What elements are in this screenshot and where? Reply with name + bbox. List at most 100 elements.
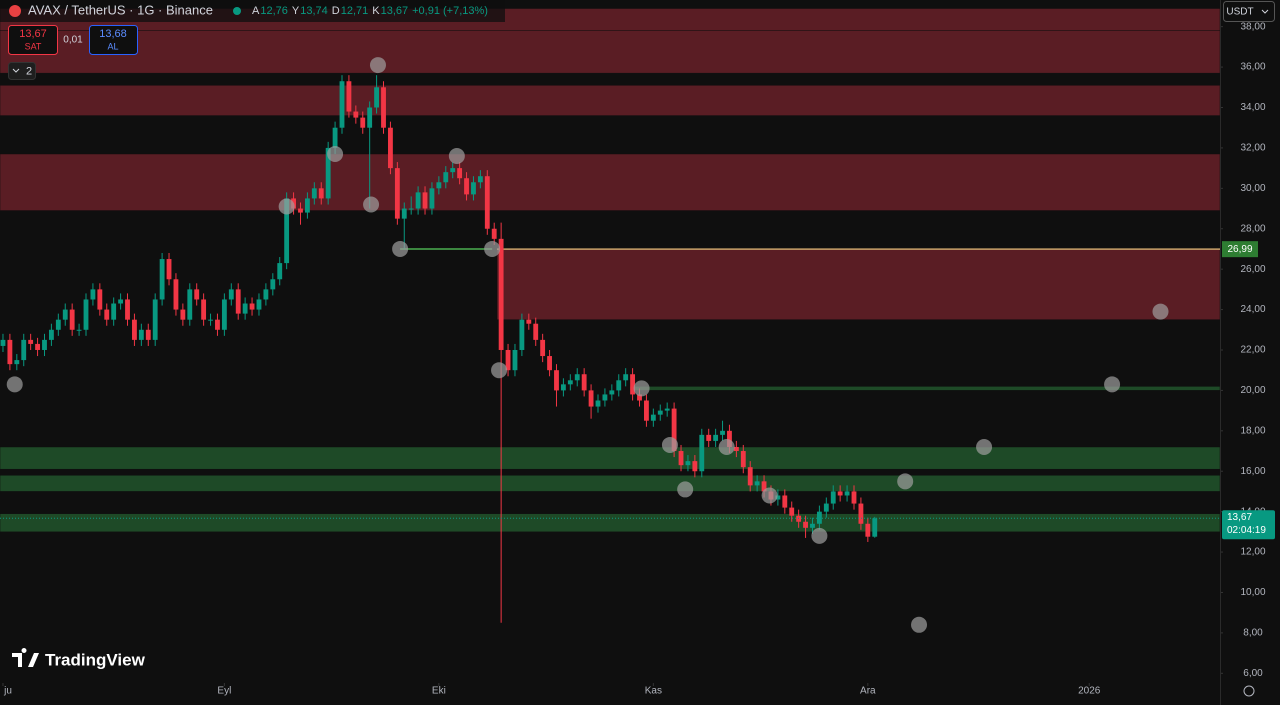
candle-body xyxy=(194,289,200,300)
candle-body xyxy=(443,172,449,183)
zone xyxy=(0,446,1221,470)
marker xyxy=(392,240,409,257)
indicators-toggle[interactable] xyxy=(8,62,36,80)
candle-body xyxy=(125,299,130,320)
sell-button[interactable] xyxy=(8,25,58,55)
candle-body xyxy=(775,495,781,500)
candle-body xyxy=(159,259,165,300)
candle-body xyxy=(104,309,110,320)
y-tick-label: 18,00 xyxy=(1240,425,1265,436)
candle-body xyxy=(588,390,594,407)
candle-body xyxy=(671,408,677,452)
candle-body xyxy=(422,192,428,209)
ohlc-value: 13,67 xyxy=(381,5,409,17)
buy-label: AL xyxy=(107,41,118,51)
candle-body xyxy=(533,323,539,340)
marker xyxy=(484,240,501,257)
ohlc-key: A xyxy=(252,5,260,17)
symbol-icon xyxy=(9,5,21,17)
candle-body xyxy=(505,349,511,371)
candle-body xyxy=(166,259,172,280)
candle-body xyxy=(173,279,179,310)
candle-body xyxy=(408,208,414,210)
marker xyxy=(811,527,828,544)
candle-body xyxy=(789,507,795,516)
candle-body xyxy=(221,299,227,330)
marker xyxy=(976,438,993,455)
candle-body xyxy=(55,319,61,330)
zone xyxy=(0,513,1221,533)
marker xyxy=(897,473,914,490)
candle-body xyxy=(69,309,75,330)
candle-body xyxy=(851,491,857,504)
candle-body xyxy=(381,87,386,128)
zone xyxy=(0,153,1221,211)
candle-body xyxy=(574,374,580,381)
ohlc-row: A 12,76 Y 13,74 D 12,71 K 13,67 +0,91 (+7,13%) xyxy=(252,5,488,17)
candle-body xyxy=(816,511,822,524)
ohlc-key: K xyxy=(372,5,380,17)
candle-body xyxy=(623,374,629,381)
logo: TradingView xyxy=(12,648,146,669)
x-tick-label: Ara xyxy=(860,686,876,697)
candle-body xyxy=(560,384,566,391)
candle-body xyxy=(858,503,864,524)
candle-body xyxy=(436,182,442,189)
buy-price: 13,68 xyxy=(99,28,127,40)
candle-body xyxy=(761,481,767,492)
buy-button[interactable] xyxy=(89,25,138,55)
sell-price: 13,67 xyxy=(19,28,47,40)
candle-body xyxy=(547,356,552,371)
marker xyxy=(1104,376,1121,393)
candle-body xyxy=(464,178,469,195)
candle-body xyxy=(138,329,144,340)
candle-body xyxy=(837,491,843,496)
candle-body xyxy=(457,168,463,179)
candle-body xyxy=(471,182,476,195)
candle-body xyxy=(311,188,317,199)
y-tick-label: 22,00 xyxy=(1240,345,1265,356)
candle-body xyxy=(35,343,40,350)
logo-text: TradingView xyxy=(45,650,146,669)
marker xyxy=(327,145,344,162)
change: +0,91 (+7,13%) xyxy=(412,5,488,17)
spread: 0,01 xyxy=(63,35,83,46)
candle-body xyxy=(152,299,158,340)
candle-body xyxy=(339,81,345,128)
y-tick-label: 32,00 xyxy=(1240,143,1265,154)
candle-body xyxy=(83,299,89,330)
candle-body xyxy=(97,289,103,310)
header-bg xyxy=(0,0,505,22)
y-tick-label: 20,00 xyxy=(1240,385,1265,396)
candle-body xyxy=(132,319,137,340)
candle-body xyxy=(298,208,303,213)
marker xyxy=(911,616,928,633)
candle-body xyxy=(865,523,871,537)
x-tick-label: Eyl xyxy=(217,686,231,697)
candle-body xyxy=(491,228,497,239)
marker xyxy=(1152,303,1169,320)
logo-icon xyxy=(12,648,39,667)
candle-body xyxy=(76,329,82,331)
candle-body xyxy=(401,208,407,219)
candle-body xyxy=(477,176,483,183)
y-tick-label: 10,00 xyxy=(1240,587,1265,598)
candle-body xyxy=(823,503,829,512)
y-tick-label: 36,00 xyxy=(1240,62,1265,73)
countdown: 02:04:19 xyxy=(1227,525,1266,536)
marker xyxy=(363,196,380,213)
currency-button[interactable] xyxy=(1223,1,1275,22)
candle-body xyxy=(450,168,456,173)
candle-body xyxy=(145,329,151,340)
candle-body xyxy=(7,339,13,365)
settings-icon[interactable] xyxy=(1243,685,1255,697)
candle-body xyxy=(14,360,20,365)
candle-body xyxy=(720,430,725,435)
candle-body xyxy=(602,394,608,401)
y-tick-label: 34,00 xyxy=(1240,102,1265,113)
candle-body xyxy=(332,127,338,148)
symbol: AVAX / TetherUS · 1G · Binance xyxy=(28,2,213,17)
candle-body xyxy=(90,289,96,300)
candle-body xyxy=(180,309,186,320)
